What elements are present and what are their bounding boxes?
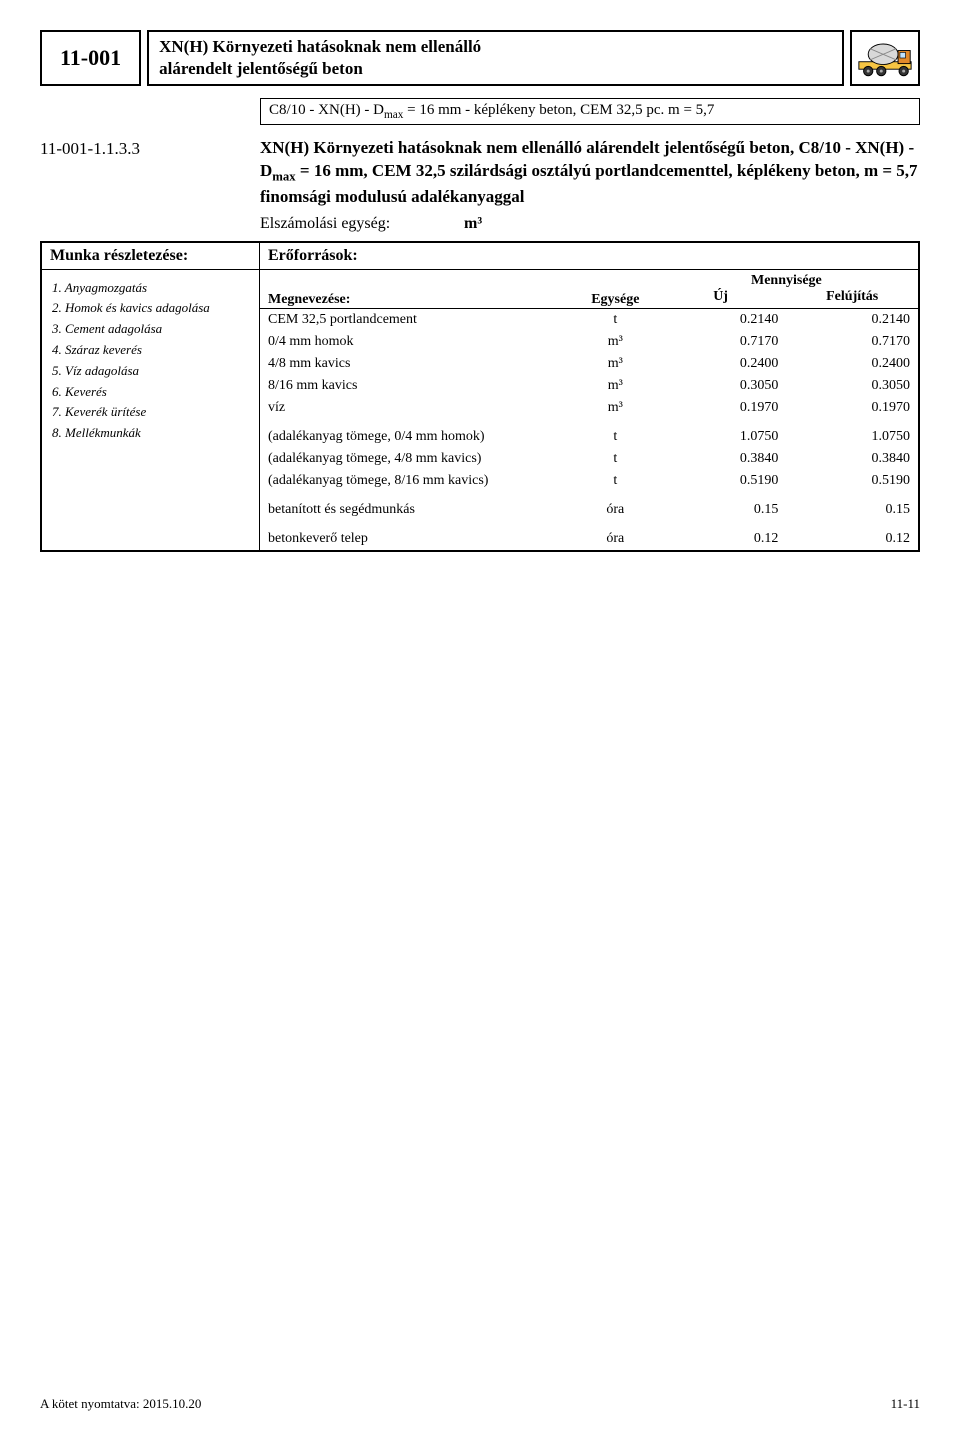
unit-row: Elszámolási egység: m³ <box>260 215 920 233</box>
header-row: 11-001 XN(H) Környezeti hatásoknak nem e… <box>40 30 920 86</box>
table-row: CEM 32,5 portlandcementt0.21400.2140 <box>260 308 918 331</box>
page-footer: A kötet nyomtatva: 2015.10.20 11-11 <box>40 1396 920 1412</box>
table-row: (adalékanyag tömege, 8/16 mm kavics)t0.5… <box>260 470 918 492</box>
step-item: 8. Mellékmunkák <box>52 423 249 444</box>
cell-unit: t <box>576 419 655 448</box>
footer-left: A kötet nyomtatva: 2015.10.20 <box>40 1396 201 1412</box>
step-item: 3. Cement adagolása <box>52 319 249 340</box>
cell-unit: m³ <box>576 331 655 353</box>
table-row: vízm³0.19700.1970 <box>260 397 918 419</box>
sub-header: C8/10 - XN(H) - Dmax = 16 mm - képlékeny… <box>260 98 920 125</box>
unit-label: Elszámolási egység: <box>260 215 460 233</box>
steps-list: 1. Anyagmozgatás2. Homok és kavics adago… <box>42 270 260 550</box>
header-title: XN(H) Környezeti hatásoknak nem ellenáll… <box>147 30 844 86</box>
resources-table: Megnevezése: Egysége Mennyisége Új Felúj… <box>260 270 918 550</box>
cell-unit: t <box>576 448 655 470</box>
cell-unit: t <box>576 470 655 492</box>
step-item: 2. Homok és kavics adagolása <box>52 298 249 319</box>
section-header-right: Erőforrások: <box>260 243 918 269</box>
cell-q2: 0.12 <box>786 521 918 550</box>
cell-q1: 0.5190 <box>655 470 787 492</box>
cell-q1: 0.3840 <box>655 448 787 470</box>
section-header-left: Munka részletezése: <box>42 243 260 269</box>
cell-name: betanított és segédmunkás <box>260 492 576 521</box>
step-item: 6. Keverés <box>52 382 249 403</box>
cell-unit: óra <box>576 492 655 521</box>
step-item: 5. Víz adagolása <box>52 361 249 382</box>
cell-name: betonkeverő telep <box>260 521 576 550</box>
cell-q2: 0.1970 <box>786 397 918 419</box>
spec-text: XN(H) Környezeti hatásoknak nem ellenáll… <box>260 137 920 208</box>
table-row: betonkeverő telepóra0.120.12 <box>260 521 918 550</box>
step-item: 4. Száraz keverés <box>52 340 249 361</box>
cell-q2: 0.5190 <box>786 470 918 492</box>
cell-unit: m³ <box>576 375 655 397</box>
cell-q2: 0.7170 <box>786 331 918 353</box>
header-title-line1: XN(H) Környezeti hatásoknak nem ellenáll… <box>159 37 481 56</box>
th-renov: Felújítás <box>786 289 918 309</box>
cell-q1: 0.2140 <box>655 308 787 331</box>
cell-q1: 0.1970 <box>655 397 787 419</box>
cell-q2: 1.0750 <box>786 419 918 448</box>
th-unit: Egysége <box>576 270 655 309</box>
header-code: 11-001 <box>40 30 141 86</box>
cell-name: (adalékanyag tömege, 0/4 mm homok) <box>260 419 576 448</box>
footer-right: 11-11 <box>891 1396 920 1412</box>
cell-q1: 0.15 <box>655 492 787 521</box>
cell-q2: 0.3840 <box>786 448 918 470</box>
th-name: Megnevezése: <box>260 270 576 309</box>
cell-unit: m³ <box>576 397 655 419</box>
unit-value: m³ <box>464 215 482 232</box>
table-row: 4/8 mm kavicsm³0.24000.2400 <box>260 353 918 375</box>
table-row: (adalékanyag tömege, 4/8 mm kavics)t0.38… <box>260 448 918 470</box>
table-row: (adalékanyag tömege, 0/4 mm homok)t1.075… <box>260 419 918 448</box>
spec-code: 11-001-1.1.3.3 <box>40 137 246 159</box>
step-item: 1. Anyagmozgatás <box>52 278 249 299</box>
th-qty: Mennyisége <box>655 270 918 289</box>
table-row: betanított és segédmunkásóra0.150.15 <box>260 492 918 521</box>
cell-name: víz <box>260 397 576 419</box>
spec-row: 11-001-1.1.3.3 XN(H) Környezeti hatásokn… <box>40 137 920 208</box>
th-new: Új <box>655 289 787 309</box>
mixer-truck-icon <box>850 30 920 86</box>
table-row: 0/4 mm homokm³0.71700.7170 <box>260 331 918 353</box>
cell-q1: 0.12 <box>655 521 787 550</box>
cell-unit: m³ <box>576 353 655 375</box>
resources-table-container: Megnevezése: Egysége Mennyisége Új Felúj… <box>260 270 918 550</box>
cell-unit: óra <box>576 521 655 550</box>
cell-q2: 0.2400 <box>786 353 918 375</box>
cell-q2: 0.15 <box>786 492 918 521</box>
table-row: 8/16 mm kavicsm³0.30500.3050 <box>260 375 918 397</box>
cell-name: 0/4 mm homok <box>260 331 576 353</box>
cell-unit: t <box>576 308 655 331</box>
header-title-line2: alárendelt jelentőségű beton <box>159 59 363 78</box>
cell-q1: 0.7170 <box>655 331 787 353</box>
cell-name: (adalékanyag tömege, 8/16 mm kavics) <box>260 470 576 492</box>
cell-name: CEM 32,5 portlandcement <box>260 308 576 331</box>
step-item: 7. Keverék ürítése <box>52 402 249 423</box>
cell-q2: 0.2140 <box>786 308 918 331</box>
cell-q1: 1.0750 <box>655 419 787 448</box>
cell-q1: 0.3050 <box>655 375 787 397</box>
cell-name: 8/16 mm kavics <box>260 375 576 397</box>
cell-name: (adalékanyag tömege, 4/8 mm kavics) <box>260 448 576 470</box>
cell-q1: 0.2400 <box>655 353 787 375</box>
cell-name: 4/8 mm kavics <box>260 353 576 375</box>
cell-q2: 0.3050 <box>786 375 918 397</box>
main-box: Munka részletezése: Erőforrások: 1. Anya… <box>40 241 920 552</box>
